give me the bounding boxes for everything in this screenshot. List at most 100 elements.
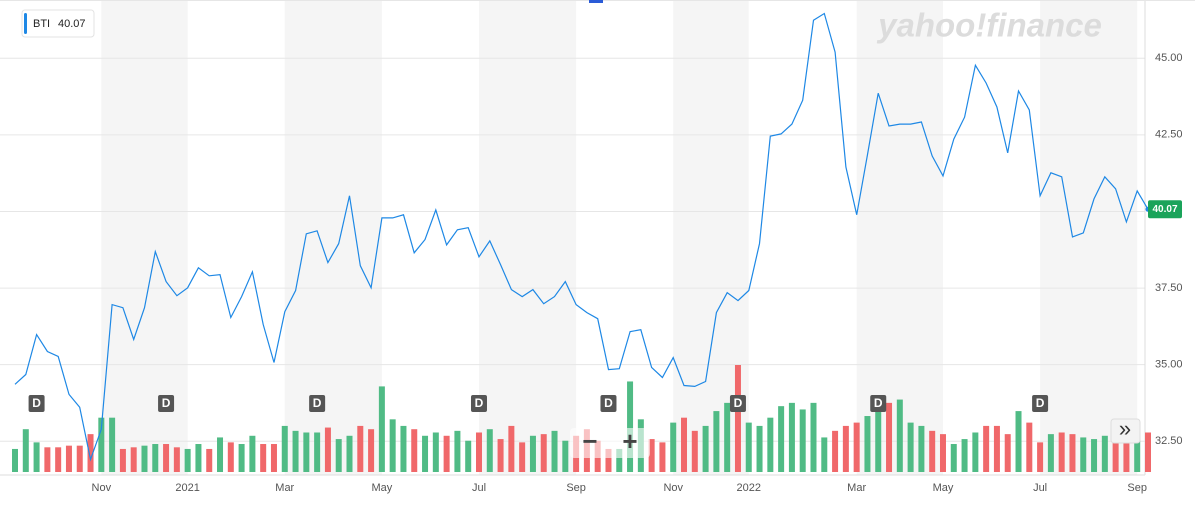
x-tick-label: 2022 xyxy=(737,482,761,494)
event-label: D xyxy=(874,396,883,410)
month-band xyxy=(284,0,382,475)
legend-box xyxy=(21,9,95,38)
x-tick-label: Sep xyxy=(566,482,586,494)
volume-bar xyxy=(87,434,94,472)
x-tick-label: Jul xyxy=(472,482,486,494)
price-line xyxy=(14,12,1149,462)
scroll-label[interactable]: » xyxy=(1119,416,1131,441)
volume-bar xyxy=(616,448,623,472)
event-label: D xyxy=(604,396,613,410)
volume-bar xyxy=(475,432,482,472)
volume-bar xyxy=(443,435,450,472)
volume-bar xyxy=(767,417,774,472)
volume-bar xyxy=(896,399,903,472)
x-tick-label: May xyxy=(933,482,954,494)
volume-bar xyxy=(918,425,925,472)
volume-bar xyxy=(1058,432,1065,472)
event-marker[interactable] xyxy=(600,395,617,412)
volume-bar xyxy=(270,444,277,472)
volume-bar xyxy=(1134,437,1141,472)
volume-bar xyxy=(1080,437,1087,472)
event-marker[interactable] xyxy=(158,395,175,412)
volume-bar xyxy=(1101,435,1108,472)
volume-bar xyxy=(788,402,795,472)
volume-bar xyxy=(12,448,18,472)
x-tick-label: May xyxy=(371,482,392,494)
volume-bar xyxy=(875,406,882,472)
volume-bar xyxy=(76,445,83,472)
volume-bar xyxy=(627,381,634,472)
volume-bar xyxy=(141,445,148,472)
volume-bar xyxy=(454,430,461,472)
volume-bar xyxy=(249,435,256,472)
volume-bar xyxy=(950,444,957,472)
x-tick-label: Jul xyxy=(1033,482,1047,494)
volume-bar xyxy=(119,448,126,472)
volume-bar xyxy=(972,432,979,472)
volume-bar xyxy=(519,442,526,472)
event-label: D xyxy=(1036,396,1045,410)
volume-bar xyxy=(983,425,990,472)
volume-bar xyxy=(886,402,893,472)
volume-bar xyxy=(1026,422,1033,472)
volume-bar xyxy=(756,425,763,472)
volume-bar xyxy=(734,365,741,472)
volume-bar xyxy=(292,430,299,472)
y-tick-label: 37.50 xyxy=(1155,282,1183,294)
volume-bar xyxy=(799,409,806,472)
volume-bar xyxy=(993,425,1000,472)
volume-bar xyxy=(497,439,504,472)
volume-bar xyxy=(1037,442,1044,472)
volume-bar xyxy=(907,422,914,472)
x-tick-label: Mar xyxy=(847,482,866,494)
volume-bar xyxy=(508,425,515,472)
event-marker[interactable] xyxy=(729,395,746,412)
volume-bar xyxy=(702,425,709,472)
zoom-out[interactable]: − xyxy=(582,426,597,456)
volume-bar xyxy=(195,444,202,472)
volume-bar xyxy=(724,402,731,472)
volume-bar xyxy=(562,440,569,472)
volume-bar xyxy=(540,434,547,472)
month-band xyxy=(101,0,188,475)
volume-bar xyxy=(864,416,871,472)
x-tick-label: Nov xyxy=(663,482,683,494)
volume-bar xyxy=(691,430,698,472)
x-tick-label: 2021 xyxy=(175,482,199,494)
volume-bar xyxy=(238,444,245,472)
volume-bar xyxy=(357,425,364,472)
zoom-in[interactable]: + xyxy=(622,426,637,456)
volume-bar xyxy=(939,434,946,472)
volume-bar xyxy=(44,447,51,472)
legend-name: BTI xyxy=(33,18,50,30)
price-tag xyxy=(1148,200,1182,219)
volume-bar xyxy=(670,422,677,472)
volume-bar xyxy=(227,442,234,472)
event-marker[interactable] xyxy=(28,395,45,412)
event-marker[interactable] xyxy=(309,395,326,412)
volume-bar xyxy=(335,439,342,472)
y-tick-label: 45.00 xyxy=(1155,52,1183,64)
scroll-button[interactable] xyxy=(1110,418,1141,444)
x-tick-label: Sep xyxy=(1127,482,1147,494)
volume-bar xyxy=(1015,411,1022,472)
volume-bar xyxy=(260,444,267,472)
month-band xyxy=(1040,0,1138,475)
event-marker[interactable] xyxy=(870,395,887,412)
volume-bar xyxy=(22,429,29,472)
volume-bar xyxy=(130,447,137,472)
volume-bar xyxy=(1047,434,1054,472)
x-tick-label: Nov xyxy=(92,482,112,494)
volume-bar xyxy=(324,427,331,472)
volume-bar xyxy=(432,432,439,472)
volume-bar xyxy=(217,437,224,472)
y-tick-label: 35.00 xyxy=(1155,359,1183,371)
volume-bar xyxy=(346,435,353,472)
volume-bar xyxy=(810,402,817,472)
event-marker[interactable] xyxy=(470,395,487,412)
y-tick-label: 32.50 xyxy=(1155,435,1183,447)
volume-bar xyxy=(152,444,159,472)
event-marker[interactable] xyxy=(1032,395,1049,412)
volume-bar xyxy=(163,444,170,472)
